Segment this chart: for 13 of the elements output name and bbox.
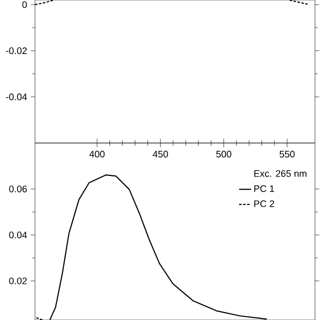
y-tick-label: 0.06 <box>9 186 27 192</box>
x-tick-label: 450 <box>152 150 168 158</box>
y-tick-label: 0.02 <box>9 278 27 284</box>
y-tick-label: 0.04 <box>9 232 27 238</box>
legend-label: PC 2 <box>254 200 274 208</box>
x-tick-label: 550 <box>280 150 295 158</box>
y-tick-label: -0.02 <box>6 47 27 54</box>
x-tick-label: 400 <box>89 150 105 158</box>
x-tick-label: 500 <box>216 150 232 158</box>
y-tick-label: 0 <box>22 1 27 8</box>
y-tick-label: -0.04 <box>6 94 27 100</box>
legend-label: PC 1 <box>254 185 274 192</box>
legend-title: Exc. 265 nm <box>254 170 306 177</box>
